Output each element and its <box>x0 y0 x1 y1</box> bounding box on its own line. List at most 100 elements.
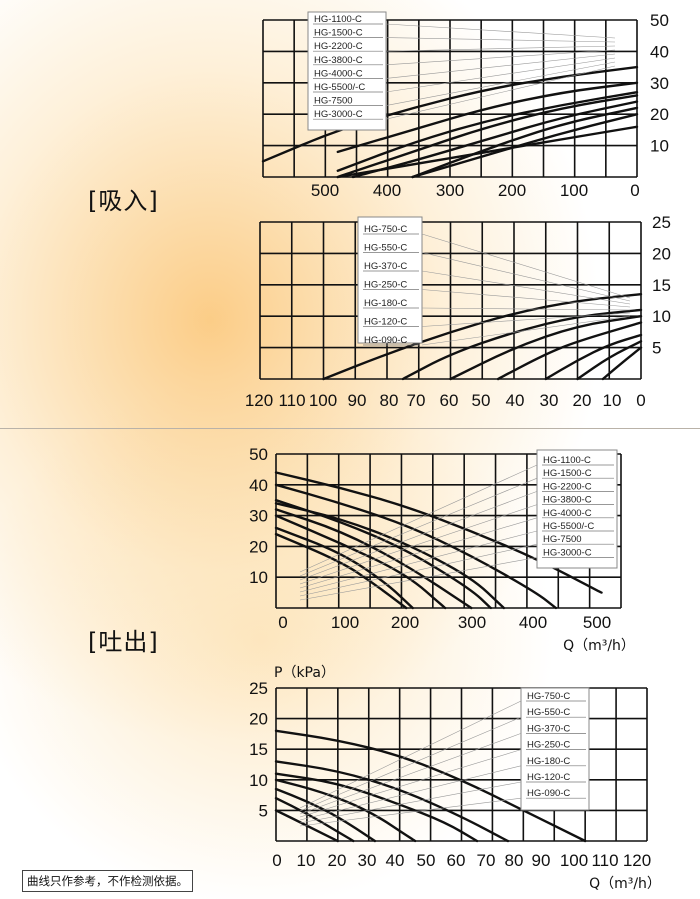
legend-leader-line <box>421 270 631 305</box>
legend-leader-line <box>385 57 616 93</box>
legend-entry: HG-1100-C <box>543 455 591 466</box>
x-tick-label: 110 <box>278 391 305 410</box>
y-tick-label: 5 <box>259 801 268 820</box>
suction-section-label: [吸入] <box>88 187 159 215</box>
x-tick-label: 30 <box>358 851 377 870</box>
y-tick-label: 30 <box>650 74 669 93</box>
x-tick-label: 80 <box>505 851 524 870</box>
y-tick-label: 20 <box>650 105 669 124</box>
legend-entry: HG-4000-C <box>543 508 592 519</box>
legend-entry: HG-120-C <box>364 317 407 328</box>
x-tick-label: 10 <box>297 851 316 870</box>
y-tick-label: 15 <box>249 740 268 759</box>
series-line <box>274 729 587 843</box>
legend-leader-line <box>299 543 538 597</box>
legend: HG-750-C HG-550-C HG-370-C HG-250-C HG-180-C… <box>357 216 631 346</box>
y-tick-label: 25 <box>652 213 671 232</box>
series-line <box>601 346 643 381</box>
x-tick-label: 0 <box>278 613 287 632</box>
y-tick-label: 30 <box>249 507 268 526</box>
legend-entry: HG-2200-C <box>314 41 363 52</box>
x-tick-label: 100 <box>309 391 337 410</box>
legend-box <box>536 449 618 569</box>
legend-leader-line <box>385 45 616 52</box>
x-axis-label: Q（m³/h） <box>589 876 661 892</box>
legend-entry: HG-090-C <box>527 788 570 799</box>
legend-leader-line <box>385 53 616 79</box>
x-tick-label: 100 <box>560 851 588 870</box>
legend-entry: HG-1500-C <box>543 468 592 479</box>
x-tick-label: 300 <box>458 613 486 632</box>
legend-leader-line <box>299 781 522 824</box>
legend-leader-line <box>299 557 538 601</box>
x-tick-label: 500 <box>583 613 611 632</box>
series-line <box>274 526 414 610</box>
y-tick-label: 50 <box>650 11 669 30</box>
legend-entry: HG-180-C <box>364 298 407 309</box>
series-line <box>261 65 639 163</box>
grid <box>275 687 648 842</box>
y-tick-label: 5 <box>652 339 661 358</box>
y-tick-label: 10 <box>650 137 669 156</box>
legend-entry: HG-7500 <box>314 96 353 107</box>
legend-leader-line <box>385 23 616 39</box>
x-tick-label: 20 <box>328 851 347 870</box>
x-tick-label: 0 <box>630 181 639 200</box>
legend-leader-line <box>385 37 616 43</box>
legend-entry: HG-120-C <box>527 772 570 783</box>
series-line <box>274 778 417 843</box>
legend: HG-750-C HG-550-C HG-370-C HG-250-C HG-180-C… <box>299 687 590 827</box>
legend-entry: HG-550-C <box>364 243 407 254</box>
y-tick-label: 20 <box>249 710 268 729</box>
legend-leader-line <box>299 749 522 818</box>
legend-leader-line <box>299 700 522 809</box>
x-tick-label: 110 <box>591 851 618 870</box>
y-tick-label: 10 <box>652 307 671 326</box>
legend-entry: HG-550-C <box>527 707 570 718</box>
y-tick-label: 50 <box>249 445 268 464</box>
x-axis-label: Q（m³/h） <box>563 638 635 654</box>
legend-entry: HG-750-C <box>527 691 570 702</box>
series-curves <box>274 729 587 843</box>
x-tick-label: 100 <box>331 613 359 632</box>
x-tick-label: 60 <box>447 851 466 870</box>
legend-leader-line <box>299 530 538 593</box>
series-line <box>411 113 639 179</box>
suction-large-chart: 10 20 30 40 50 500 400 300 200 100 0 HG-1100-C HG-15… <box>261 11 669 200</box>
legend-leader-line <box>299 464 538 573</box>
legend-leader-line <box>385 61 616 106</box>
y-tick-label: 25 <box>249 679 268 698</box>
series-line <box>274 787 377 843</box>
disclaimer-note: 曲线只作参考，不作检测依据。 <box>22 870 193 892</box>
legend-entry: HG-2200-C <box>543 481 592 492</box>
legend-entry: HG-180-C <box>527 756 570 767</box>
legend-leader-line <box>299 716 522 812</box>
x-tick-label: 100 <box>560 181 588 200</box>
x-tick-label: 500 <box>311 181 339 200</box>
y-tick-label: 20 <box>652 244 671 263</box>
legend-box <box>357 216 423 344</box>
legend-entry: HG-090-C <box>364 335 407 346</box>
x-tick-label: 50 <box>417 851 436 870</box>
legend-leader-line <box>421 233 631 299</box>
series-line <box>496 321 643 381</box>
legend-entry: HG-1500-C <box>314 28 363 39</box>
series-line <box>274 532 408 610</box>
legend-leader-line <box>299 517 538 589</box>
legend-leader-line <box>421 315 631 346</box>
series-line <box>274 772 479 843</box>
legend-box <box>520 687 590 811</box>
series-line <box>544 333 643 381</box>
legend-entry: HG-370-C <box>364 261 407 272</box>
x-tick-label: 30 <box>540 391 559 410</box>
series-line <box>351 100 639 179</box>
legend-leader-line <box>385 65 616 120</box>
legend-entry: HG-5500/-C <box>543 521 594 532</box>
x-tick-label: 300 <box>436 181 464 200</box>
y-tick-label: 20 <box>249 537 268 556</box>
legend-entry: HG-250-C <box>364 280 407 291</box>
series-line <box>274 483 558 610</box>
x-tick-label: 120 <box>623 851 651 870</box>
